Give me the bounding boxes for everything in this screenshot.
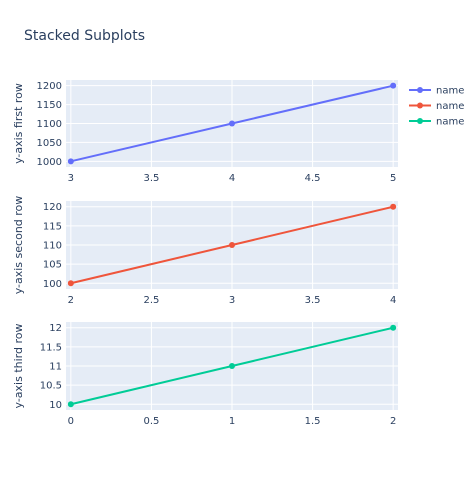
y-tick-label: 1200 [37, 81, 62, 92]
y-tick-label: 115 [43, 221, 62, 232]
legend-label: name [436, 101, 464, 112]
y-tick-label: 1050 [37, 138, 62, 149]
legend-swatch-marker [417, 118, 423, 124]
y-tick-label: 11.5 [40, 342, 62, 353]
legend-swatch-marker [417, 102, 423, 109]
x-tick-label: 1 [229, 416, 235, 427]
x-tick-label: 2 [390, 416, 396, 427]
y-tick-label: 120 [43, 202, 62, 213]
y-axis-label: y-axis first row [12, 83, 25, 164]
y-tick-label: 12 [49, 323, 62, 334]
x-tick-label: 4 [229, 173, 235, 184]
data-point [229, 363, 235, 369]
data-point [390, 82, 397, 89]
y-tick-label: 1000 [37, 157, 62, 168]
legend-swatch-marker [417, 87, 423, 93]
data-point [390, 203, 397, 210]
legend-item[interactable]: name [409, 86, 464, 97]
legend-item[interactable]: name [409, 101, 464, 112]
legend-item[interactable]: name [409, 117, 464, 128]
data-point [67, 280, 74, 287]
x-tick-label: 2 [68, 295, 74, 306]
y-axis-label: y-axis third row [12, 324, 25, 409]
y-tick-label: 11 [49, 362, 62, 373]
x-tick-label: 3 [229, 295, 235, 306]
data-point [67, 401, 74, 408]
x-tick-label: 1.5 [305, 416, 321, 427]
legend-label: name [436, 86, 464, 97]
x-tick-label: 4.5 [305, 173, 321, 184]
x-tick-label: 3.5 [143, 173, 159, 184]
legend-label: name [436, 117, 464, 128]
y-tick-label: 100 [43, 279, 62, 290]
y-tick-label: 105 [43, 260, 62, 271]
y-tick-label: 10 [49, 400, 62, 411]
y-tick-label: 10.5 [40, 381, 62, 392]
data-point [67, 158, 74, 165]
y-axis-label: y-axis second row [12, 196, 25, 295]
x-tick-label: 5 [390, 173, 396, 184]
y-tick-label: 1150 [37, 100, 62, 111]
y-tick-label: 1100 [37, 119, 62, 130]
subplot-2: 2 2.5 3 3.5 4 100 105 110 115 120 y-axis second ro… [12, 196, 398, 306]
data-point [229, 242, 235, 248]
y-tick-label: 110 [43, 241, 62, 252]
x-tick-label: 3.5 [305, 295, 321, 306]
x-tick-label: 3 [68, 173, 74, 184]
x-tick-label: 2.5 [143, 295, 159, 306]
legend: name name name [409, 86, 464, 128]
x-tick-label: 4 [390, 295, 396, 306]
subplot-1: 3 3.5 4 4.5 5 1000 1050 1100 1150 1200 y-axis firs… [12, 80, 398, 184]
data-point [229, 120, 235, 127]
x-tick-label: 0 [68, 416, 74, 427]
x-tick-label: 0.5 [143, 416, 159, 427]
chart-title: Stacked Subplots [24, 28, 145, 44]
data-point [390, 324, 397, 331]
